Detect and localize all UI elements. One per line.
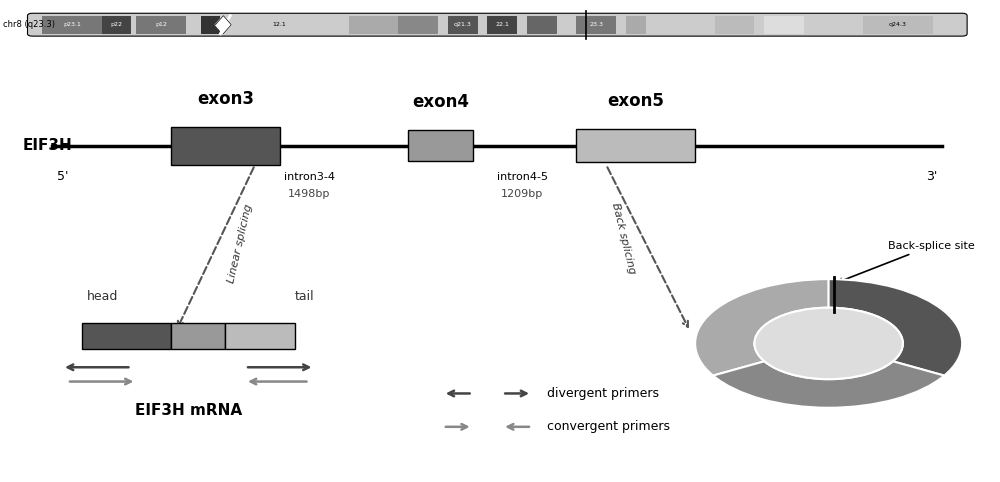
Text: Linear splicing: Linear splicing [226, 203, 254, 284]
Bar [814, 15, 853, 34]
Bar [408, 130, 473, 161]
Text: p12: p12 [155, 22, 167, 27]
Bar [225, 323, 295, 349]
FancyBboxPatch shape [28, 13, 967, 36]
Text: exon3: exon3 [109, 331, 144, 341]
Text: divergent primers: divergent primers [547, 387, 659, 400]
Text: head: head [805, 326, 829, 336]
Bar [576, 15, 616, 34]
Text: exon3: exon3 [197, 90, 254, 107]
Text: Back splicing: Back splicing [610, 202, 637, 275]
Text: Exon 5: Exon 5 [722, 321, 749, 357]
Bar [576, 129, 695, 162]
Bar [349, 15, 398, 34]
Text: 22.1: 22.1 [495, 22, 509, 27]
Bar [448, 15, 478, 34]
Text: p22: p22 [111, 22, 123, 27]
Bar [398, 15, 438, 34]
Bar [715, 15, 754, 34]
Text: q24.3: q24.3 [889, 22, 907, 27]
Text: 12.1: 12.1 [273, 22, 287, 27]
Text: tail: tail [843, 326, 858, 336]
Text: q21.3: q21.3 [454, 22, 472, 27]
Text: 1209bp: 1209bp [501, 188, 543, 199]
Bar [863, 15, 933, 34]
Wedge shape [713, 362, 944, 408]
Text: chr8 (q23.3): chr8 (q23.3) [3, 20, 55, 29]
Text: 1498bp: 1498bp [288, 188, 331, 199]
Text: EIF3H mRNA: EIF3H mRNA [135, 403, 242, 418]
Wedge shape [829, 279, 962, 375]
Text: EIF3H: EIF3H [23, 138, 72, 153]
Bar [171, 127, 280, 165]
Text: exon5: exon5 [607, 92, 664, 110]
Text: Exon 3: Exon 3 [902, 308, 929, 345]
Circle shape [754, 308, 903, 379]
Bar [527, 15, 557, 34]
Bar [171, 323, 225, 349]
Polygon shape [215, 15, 231, 34]
Text: head: head [87, 290, 118, 303]
Text: p23.1: p23.1 [63, 22, 81, 27]
Bar [82, 323, 171, 349]
Bar [665, 15, 705, 34]
Bar [42, 15, 102, 34]
Wedge shape [695, 279, 829, 375]
Bar [201, 15, 220, 34]
Text: exon5: exon5 [245, 331, 275, 341]
Text: tail: tail [295, 290, 314, 303]
Text: exon4: exon4 [183, 331, 213, 341]
Bar [487, 15, 517, 34]
Text: Exon 4: Exon 4 [810, 385, 847, 395]
Text: Back-splice site: Back-splice site [838, 241, 975, 282]
Bar [626, 15, 646, 34]
Bar [136, 15, 186, 34]
Text: 5': 5' [57, 170, 69, 183]
Bar [102, 15, 131, 34]
Text: 23.3: 23.3 [589, 22, 603, 27]
Text: exon4: exon4 [412, 93, 469, 111]
Text: 3': 3' [926, 170, 937, 183]
Bar [764, 15, 804, 34]
Text: intron4-5: intron4-5 [497, 172, 548, 182]
Text: convergent primers: convergent primers [547, 420, 670, 433]
Text: intron3-4: intron3-4 [284, 172, 335, 182]
Bar [240, 15, 319, 34]
